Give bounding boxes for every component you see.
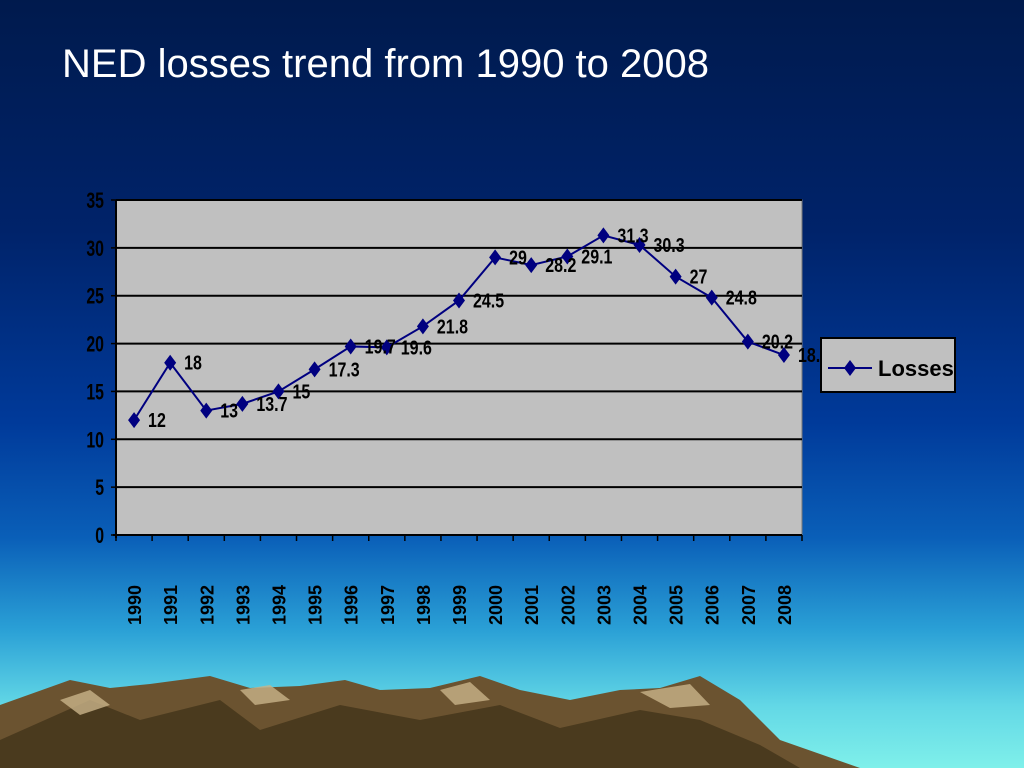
x-tick-label: 1993 [233, 585, 253, 625]
data-label: 21.8 [437, 316, 468, 338]
x-axis-ticks: 1990 1991 1992 1993 1994 1995 1996 1997 1998 1999… [115, 535, 803, 625]
data-label: 20.2 [762, 331, 793, 353]
data-label: 30.3 [654, 234, 685, 256]
data-label: 19.6 [401, 337, 432, 359]
x-tick-label: 2001 [522, 585, 542, 625]
x-tick-label: 2005 [667, 585, 687, 625]
data-labels: 12 18 13 13.715 17.319.7 19.621.824.529 28.2 29… [148, 225, 829, 432]
data-point-marker [633, 236, 646, 253]
data-label: 29.1 [581, 246, 612, 268]
data-label: 12 [148, 409, 166, 431]
y-axis-ticks: 0 5 10 15 20 25 30 35 [86, 190, 116, 549]
legend-marker [844, 360, 856, 376]
data-point-marker [453, 292, 465, 309]
x-tick-label: 1994 [269, 585, 289, 625]
gridlines [116, 199, 802, 489]
data-point-marker [561, 248, 574, 265]
x-tick-label: 2002 [558, 585, 578, 625]
y-tick-label: 35 [86, 190, 104, 214]
data-point-marker [236, 395, 249, 412]
y-tick-label: 30 [86, 237, 104, 261]
x-tick-label: 2000 [486, 585, 506, 625]
data-label: 19.7 [365, 336, 396, 358]
x-tick-label: 2006 [703, 585, 723, 625]
data-point-marker [489, 249, 502, 266]
x-tick-label: 1992 [197, 585, 217, 625]
plot-area [115, 199, 803, 536]
data-label: 17.3 [329, 359, 360, 381]
y-tick-label: 0 [95, 525, 104, 549]
x-tick-label: 1998 [414, 585, 434, 625]
data-point-marker [272, 383, 285, 400]
x-tick-label: 1990 [125, 585, 145, 625]
x-tick-label: 2004 [631, 585, 651, 625]
x-tick-label: 2008 [775, 585, 795, 625]
data-point-marker [597, 227, 610, 244]
data-point-marker [308, 361, 321, 378]
axes [113, 200, 802, 538]
x-tick-label: 1999 [450, 585, 470, 625]
data-point-marker [128, 412, 141, 429]
data-point-marker [200, 402, 213, 419]
data-point-marker [525, 257, 538, 274]
data-point-marker [344, 338, 357, 355]
data-label: 29 [509, 247, 527, 269]
data-label: 27 [690, 266, 708, 288]
y-tick-label: 25 [86, 285, 104, 309]
data-point-marker [705, 289, 718, 306]
data-label: 31.3 [617, 225, 648, 247]
legend: Losses [820, 337, 956, 393]
data-label: 28.2 [545, 254, 576, 276]
x-tick-label: 1995 [306, 585, 326, 625]
data-point-marker [741, 333, 754, 350]
y-tick-label: 5 [95, 477, 104, 501]
data-label: 13 [220, 400, 238, 422]
data-label: 15 [292, 381, 310, 403]
data-point-marker [777, 347, 790, 364]
x-tick-label: 2003 [594, 585, 614, 625]
data-point-marker [164, 354, 177, 371]
data-point-marker [669, 268, 682, 285]
x-tick-label: 2007 [739, 585, 759, 625]
series-markers [128, 227, 790, 429]
data-label: 24.8 [726, 287, 757, 309]
y-tick-label: 15 [86, 381, 104, 405]
data-point-marker [416, 318, 429, 335]
x-tick-label: 1991 [161, 585, 181, 625]
data-point-marker [380, 339, 393, 356]
legend-series-label: Losses [878, 356, 954, 381]
x-tick-label: 1997 [378, 585, 398, 625]
slide-title: NED losses trend from 1990 to 2008 [62, 42, 710, 86]
data-label: 24.5 [473, 290, 504, 312]
y-tick-label: 20 [86, 333, 104, 357]
mountain-decoration [0, 676, 860, 768]
x-tick-label: 1996 [342, 585, 362, 625]
data-label: 13.7 [256, 393, 287, 415]
y-tick-label: 10 [86, 429, 104, 453]
data-label: 18 [184, 352, 202, 374]
